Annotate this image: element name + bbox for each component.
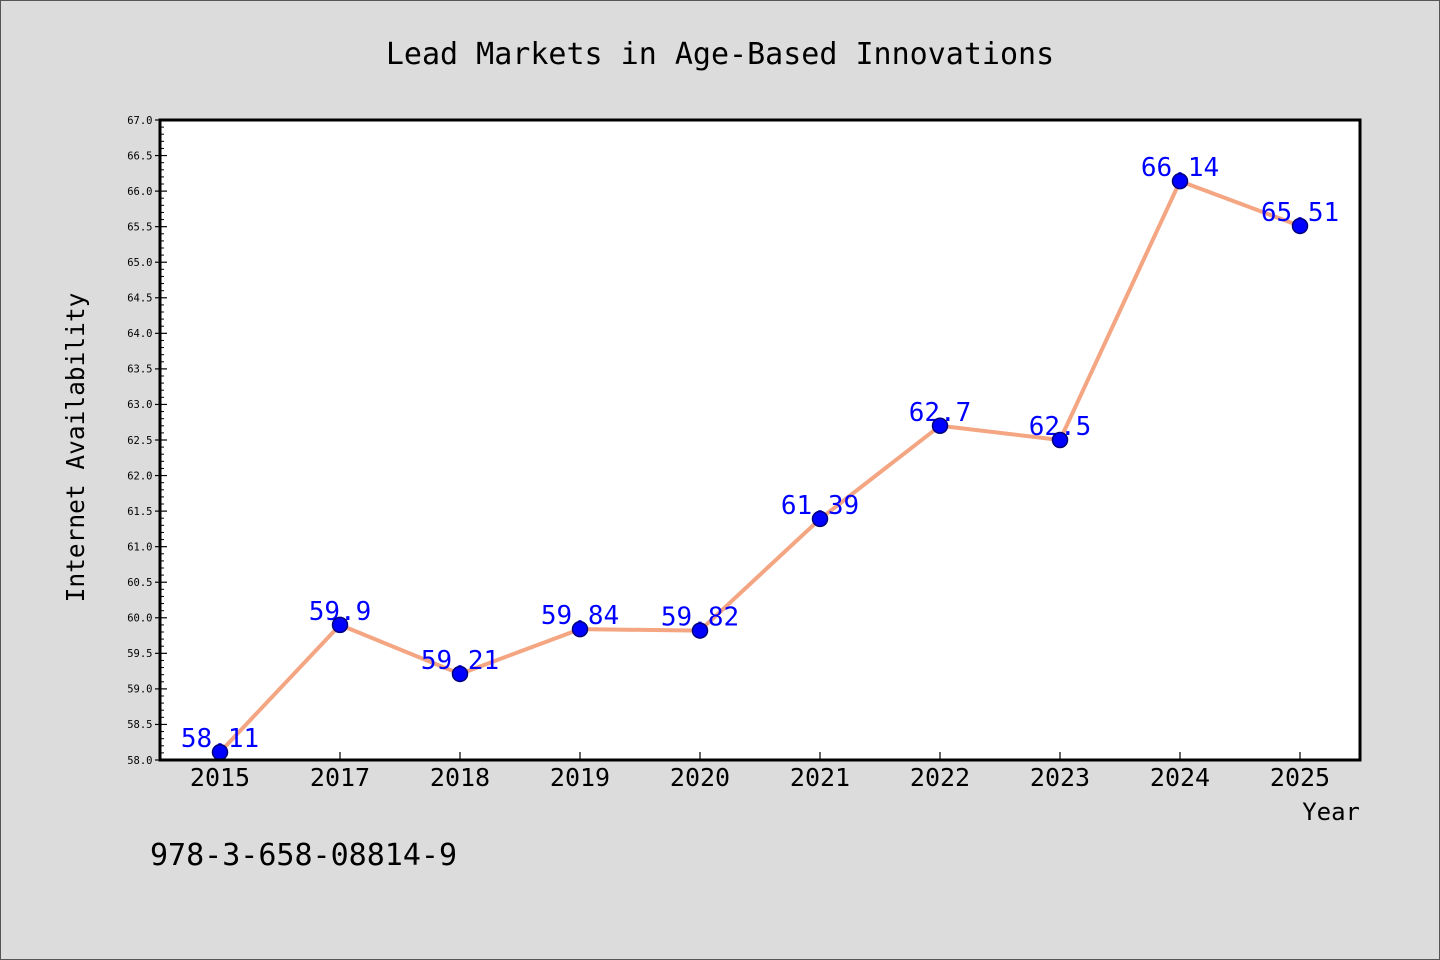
- x-tick-label: 2022: [910, 763, 970, 792]
- x-tick-labels: 2015 2017 2018 2019 2020 2021 2022 2023 2024 2025: [190, 763, 1330, 792]
- plot-frame: [158, 118, 1362, 762]
- y-tick-label: 64.5: [127, 293, 152, 305]
- y-tick-label: 64.0: [127, 328, 152, 340]
- chart-title: Lead Markets in Age-Based Innovations: [386, 37, 1054, 72]
- y-tick-label: 66.5: [127, 150, 152, 162]
- data-point: [451, 665, 469, 683]
- plot-area: [160, 120, 1360, 760]
- y-tick-label: 63.5: [127, 364, 152, 376]
- footnote: 978-3-658-08814-9: [150, 838, 457, 873]
- y-tick-label: 63.0: [127, 399, 152, 411]
- data-points: [211, 172, 1309, 761]
- x-tick-label: 2020: [670, 763, 730, 792]
- x-tick-label: 2021: [790, 763, 850, 792]
- data-point: [331, 616, 349, 634]
- x-tick-label: 2024: [1150, 763, 1210, 792]
- y-tick-label: 60.5: [127, 577, 152, 589]
- y-tick-label: 61.5: [127, 506, 152, 518]
- y-tick-label: 65.5: [127, 221, 152, 233]
- y-tick-label: 62.0: [127, 470, 152, 482]
- x-tick-label: 2019: [550, 763, 610, 792]
- data-point: [571, 620, 589, 638]
- series-layer: [218, 179, 1302, 755]
- data-point: [1171, 172, 1189, 190]
- y-tick-label: 66.0: [127, 186, 152, 198]
- x-tick-label: 2017: [310, 763, 370, 792]
- x-tick-label: 2018: [430, 763, 490, 792]
- x-tick-label: 2015: [190, 763, 250, 792]
- data-point: [931, 417, 949, 435]
- y-tick-label: 60.0: [127, 613, 152, 625]
- data-point: [1291, 217, 1309, 235]
- y-axis-label: Internet Availability: [61, 293, 90, 603]
- data-point: [211, 743, 229, 761]
- y-tick-label: 58.5: [127, 719, 152, 731]
- y-tick-label: 59.5: [127, 648, 152, 660]
- y-tick-label: 65.0: [127, 257, 152, 269]
- data-point: [1051, 431, 1069, 449]
- y-tick-label: 61.0: [127, 541, 152, 553]
- y-tick-label: 58.0: [127, 755, 152, 767]
- y-tick-label: 62.5: [127, 435, 152, 447]
- x-tick-label: 2023: [1030, 763, 1090, 792]
- y-tick-label: 67.0: [127, 115, 152, 127]
- data-point: [811, 510, 829, 528]
- x-tick-label: 2025: [1270, 763, 1330, 792]
- series-line: [218, 179, 1302, 755]
- x-axis-label: Year: [1302, 798, 1360, 826]
- y-tick-label: 59.0: [127, 684, 152, 696]
- data-point: [691, 622, 709, 639]
